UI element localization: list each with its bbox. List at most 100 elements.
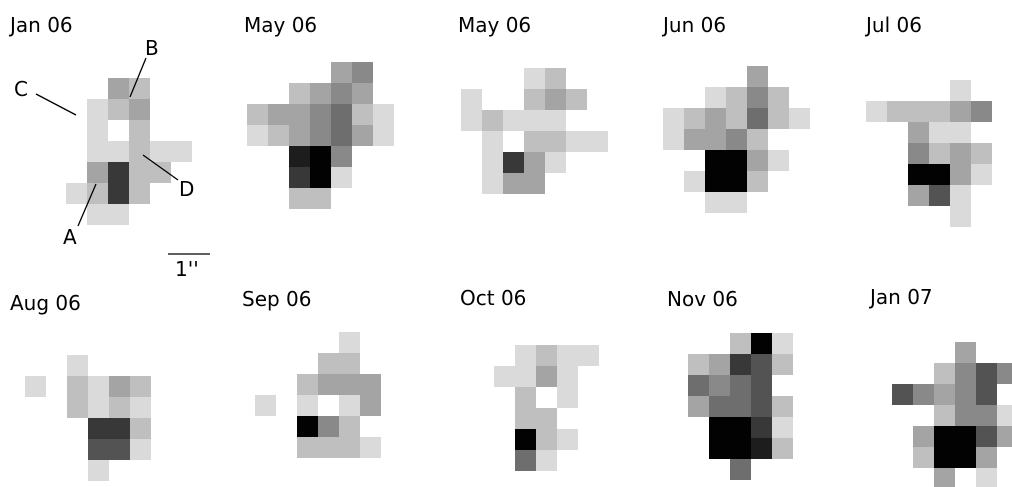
pixel [88,439,109,460]
pixel [908,122,929,143]
pixel [524,131,545,152]
pixel [88,460,109,481]
pixel [688,354,709,375]
pixel [352,125,373,146]
pixel [934,426,955,447]
pixel [772,396,793,417]
pixel [289,83,310,104]
pixel [955,447,976,468]
pixel [913,384,934,405]
pixel [536,366,557,387]
pixel [950,80,971,101]
pixel [688,396,709,417]
pixel [482,131,503,152]
pixel [339,416,360,437]
pixel [726,171,747,192]
annotation-label: C [14,77,28,101]
pixel [772,438,793,459]
pixel [751,375,772,396]
pixel [129,183,150,204]
pixel [87,162,108,183]
pixel [950,206,971,227]
pixel [751,417,772,438]
pixel [557,345,578,366]
pixel [955,342,976,363]
pixel [536,450,557,471]
pixel [25,376,46,397]
pixel [971,143,992,164]
pointer [129,57,147,98]
pixel [494,366,515,387]
panel-label: Jul 06 [864,13,922,37]
pixel [976,363,997,384]
pixel [908,101,929,122]
pixel [751,354,772,375]
pixel [726,150,747,171]
pixel [524,152,545,173]
pixel [310,83,331,104]
pixel [87,141,108,162]
pixel [66,183,87,204]
pixel [339,332,360,353]
pixel [705,171,726,192]
pixel [515,345,536,366]
pixel [705,150,726,171]
pixel [929,101,950,122]
pixel [566,131,587,152]
pixel [310,167,331,188]
pixel [934,363,955,384]
pixel [289,188,310,209]
pixel [934,405,955,426]
pixel [705,192,726,213]
pixel [360,374,381,395]
pixel [955,363,976,384]
pixel [730,417,751,438]
pixel [950,122,971,143]
pixel [772,354,793,375]
pixel [955,405,976,426]
pixel [997,363,1012,384]
pixel [289,146,310,167]
pixel [726,192,747,213]
pixel [913,447,934,468]
pixel [747,108,768,129]
pointer [35,93,77,116]
pixel [747,171,768,192]
panel-label: May 06 [244,13,317,37]
pixel [950,101,971,122]
panel-label: Jan 07 [868,285,933,309]
pixel [730,375,751,396]
pixel [747,129,768,150]
annotations [35,57,210,255]
pixel [524,173,545,194]
pixel [709,396,730,417]
pixel [929,185,950,206]
annotation-label: A [63,225,77,249]
pixel [515,429,536,450]
pixel [373,104,394,125]
pixel [129,78,150,99]
pixel [297,416,318,437]
pixel [482,110,503,131]
pixel [130,376,151,397]
pixel [108,78,129,99]
pixel [130,397,151,418]
pixel [751,396,772,417]
panel-label: Nov 06 [667,287,738,311]
pixel [908,185,929,206]
pixel [289,104,310,125]
pixel [976,426,997,447]
pixel [557,366,578,387]
pixel [310,125,331,146]
pixel [955,426,976,447]
pixel [705,129,726,150]
pixel [247,104,268,125]
annotation-label: B [145,36,159,60]
pixel [684,108,705,129]
pixel [545,110,566,131]
pixel [461,89,482,110]
pixel [129,99,150,120]
pixel [705,108,726,129]
pixel [352,104,373,125]
